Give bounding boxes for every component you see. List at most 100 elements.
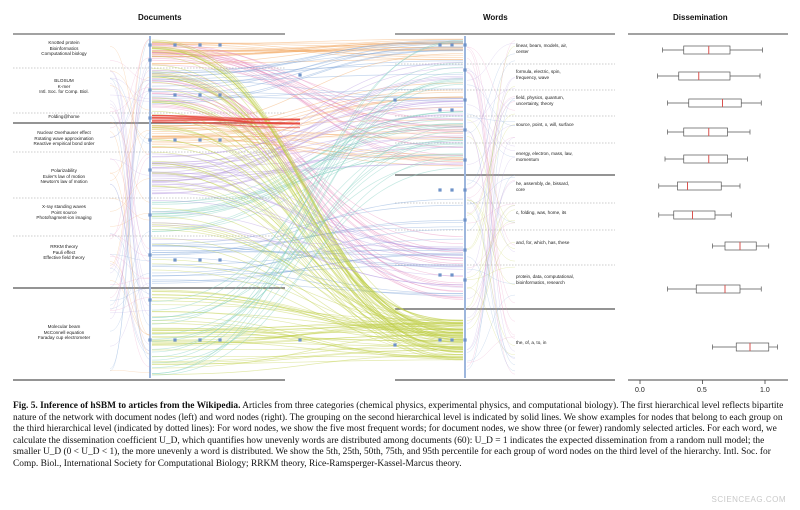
edge-bundle-10 — [151, 224, 464, 331]
edge-bundle-3 — [151, 78, 464, 99]
edge-bundle-7 — [151, 204, 464, 245]
edge-bundle-8 — [151, 322, 464, 358]
edge-word-fan — [466, 174, 516, 353]
hierarchy-node — [463, 98, 467, 102]
edge-bundle-8 — [151, 320, 464, 360]
edge-bundle-6 — [151, 140, 464, 215]
edge-bundle-0 — [151, 46, 464, 56]
edge-bundle-6 — [151, 126, 464, 220]
edge-bundle-8 — [151, 325, 464, 332]
edge-bundle-9 — [151, 81, 464, 359]
words-title: Words — [483, 13, 508, 22]
edge-bundle-9 — [151, 97, 464, 334]
edge-bundle-11 — [151, 145, 464, 340]
edge-doc-fan — [109, 87, 151, 112]
edge-doc-fan — [109, 70, 151, 255]
edge-bundle-2 — [151, 93, 464, 266]
edge-bundle-4 — [151, 135, 464, 138]
edge-doc-fan — [109, 92, 151, 288]
edge-word-fan — [466, 199, 516, 285]
edge-bundle-10 — [151, 263, 464, 337]
hierarchy-node — [218, 138, 222, 142]
word-group-label: he, assembly, de, bissard, core — [516, 181, 570, 192]
edge-bundle-8 — [151, 354, 464, 375]
edge-bundle-11 — [151, 78, 464, 350]
hierarchy-node — [450, 273, 454, 277]
edge-bundle-8 — [151, 297, 464, 327]
word-group-label: field, physics, quantum, uncertainty, th… — [516, 95, 565, 106]
edge-bundle-9 — [151, 73, 464, 349]
edge-doc-fan — [109, 153, 151, 236]
hierarchy-node — [438, 338, 442, 342]
hierarchy-node — [148, 116, 152, 120]
edge-bundle-2 — [151, 80, 464, 251]
edge-bundle-6 — [151, 154, 464, 203]
edge-doc-fan — [109, 282, 151, 347]
edge-doc-fan — [109, 233, 151, 294]
edge-bundle-0 — [151, 38, 464, 45]
edge-bundle-11 — [151, 139, 464, 342]
edge-bundle-10 — [151, 207, 464, 330]
edge-bundle-12 — [151, 200, 464, 259]
hierarchy-node — [298, 338, 302, 342]
hierarchy-node — [218, 43, 222, 47]
edge-bundle-9 — [151, 73, 464, 330]
edge-bundle-1 — [151, 45, 464, 156]
edge-doc-fan — [109, 131, 151, 355]
edge-bundle-9 — [151, 46, 464, 327]
edge-bundle-11 — [151, 138, 464, 335]
edge-word-fan — [466, 77, 516, 350]
edge-bundle-2 — [151, 69, 464, 259]
document-group-label: Folding@home — [48, 114, 80, 119]
edge-bundle-1 — [151, 54, 464, 127]
edge-bundle-6 — [151, 111, 464, 231]
edge-bundle-12 — [151, 191, 464, 267]
edge-bundle-3 — [151, 43, 464, 91]
edge-bundle-1 — [151, 59, 464, 148]
edge-bundle-1 — [151, 52, 464, 134]
edge-bundle-8 — [151, 333, 464, 342]
edge-bundle-4 — [151, 124, 464, 144]
edge-doc-fan — [109, 310, 151, 314]
hierarchy-node — [463, 43, 467, 47]
edge-bundle-9 — [151, 100, 464, 324]
edge-bundle-4 — [151, 138, 464, 159]
edge-bundle-8 — [151, 322, 464, 345]
edge-word-fan — [466, 46, 516, 308]
edge-bundle-6 — [151, 123, 464, 213]
edge-bundle-8 — [151, 323, 464, 345]
edge-bundle-4 — [151, 119, 464, 127]
hierarchy-node — [148, 253, 152, 257]
edge-bundle-5 — [151, 163, 464, 175]
edge-bundle-9 — [151, 68, 464, 350]
box-iqr — [695, 284, 741, 294]
edge-word-fan — [466, 68, 516, 252]
edge-bundle-7 — [151, 245, 464, 266]
edge-bundle-0 — [151, 58, 464, 64]
document-group-label: BLOSUM K-mer Intl. Soc. for Comp. Biol. — [39, 78, 89, 95]
edge-bundle-5 — [151, 163, 464, 178]
edge-bundle-2 — [151, 105, 464, 253]
edge-folding — [151, 121, 301, 124]
edge-doc-fan — [109, 78, 151, 326]
hierarchy-node — [463, 68, 467, 72]
edge-bundle-2 — [151, 82, 464, 259]
hierarchy-node — [148, 43, 152, 47]
edge-doc-fan — [109, 61, 151, 320]
box-iqr — [677, 181, 722, 191]
edge-bundle-3 — [151, 47, 464, 87]
edge-bundle-2 — [151, 73, 464, 300]
edge-bundle-2 — [151, 93, 464, 265]
edge-doc-fan — [109, 172, 151, 336]
edge-word-fan — [466, 266, 516, 280]
edge-bundle-10 — [151, 172, 464, 336]
edge-word-fan — [466, 100, 516, 231]
edge-bundle-7 — [151, 252, 464, 284]
edge-bundle-4 — [151, 82, 464, 131]
edge-bundle-4 — [151, 97, 464, 139]
edge-bundle-10 — [151, 139, 464, 339]
edge-bundle-5 — [151, 77, 464, 183]
edge-bundle-10 — [151, 259, 464, 325]
edge-word-fan — [466, 47, 516, 246]
edge-bundle-6 — [151, 119, 464, 204]
